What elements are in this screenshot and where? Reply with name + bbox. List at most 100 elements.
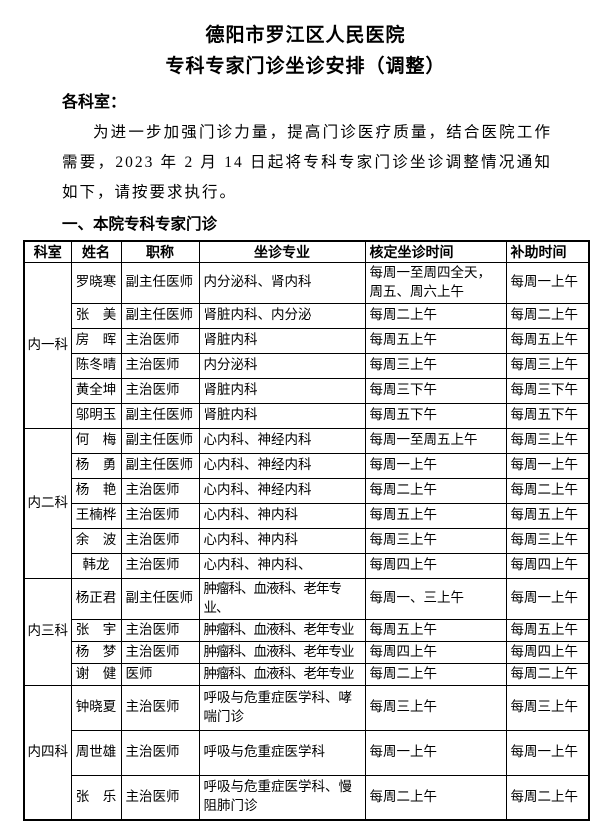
table-row: 内三科 杨正君 副主任医师 肿瘤科、血液科、老年专业、 每周一、三上午 每周一上午 [23,577,590,686]
name-cell: 杨 艳 [70,477,122,504]
time-cell: 每周三上午 [364,684,507,731]
name-cell: 陈冬晴 [70,352,122,379]
time-cell: 每周二上午 [364,662,507,686]
title-cell: 副主任医师 [120,452,200,479]
intro-paragraph: 为进一步加强门诊力量，提高门诊医疗质量，结合医院工作需要，2023 年 2 月 … [62,124,552,201]
table-row: 杨 艳主治医师 心内科、神经内科 每周二上午 每周二上午 [24,477,590,504]
table-row: 张 宇主治医师 肿瘤科、血液科、老年专业 每周五上午 每周五上午 [24,618,590,642]
title-cell: 主治医师 [120,477,200,504]
subsidy-cell: 每周三上午 [505,352,590,379]
time-cell: 每周五下午 [364,402,507,429]
subsidy-cell: 每周二上午 [505,774,590,821]
subsidy-cell: 每周二上午 [505,662,590,686]
subsidy-cell: 每周三上午 [505,427,590,454]
schedule-table: 科室 姓名 职称 坐诊专业 核定坐诊时间 补助时间 内一科 罗晓寒 副主任医师 内分泌科、肾内科… [23,240,590,821]
specialty-cell: 肾脏内科、内分泌 [198,302,366,329]
name-cell: 黄全坤 [70,377,122,404]
specialty-cell: 心内科、神内科、 [198,552,366,579]
specialty-cell: 肿瘤科、血液科、老年专业 [198,640,366,664]
subsidy-cell: 每周四上午 [505,552,590,579]
specialty-cell: 心内科、神内科 [198,502,366,529]
time-cell: 每周一、三上午 [364,577,507,620]
title-cell: 副主任医师 [120,402,200,429]
subsidy-cell: 每周四上午 [505,640,590,664]
doc-subtitle: 专科专家门诊坐诊安排（调整） [165,56,446,77]
table-body: 内一科 罗晓寒 副主任医师 内分泌科、肾内科 每周一至周四全天，周五、周六上午 每周一上午… [23,262,590,821]
column-header: 坐诊专业 [198,240,366,263]
subsidy-cell: 每周三下午 [505,377,590,404]
table-row: 房 晖主治医师 肾脏内科 每周五上午 每周五上午 [24,327,590,354]
name-cell: 张 乐 [70,774,122,821]
name-cell: 罗晓寒 [70,262,122,304]
table-row: 陈冬晴 主治医师 内分泌科 每周三上午 每周三上午 [24,352,590,379]
subsidy-cell: 每周一上午 [505,577,590,620]
intro-block: 各科室： 为进一步加强门诊力量，提高门诊医疗质量，结合医院工作需要，2023 年… [23,91,588,208]
name-cell: 房 晖 [70,327,122,354]
table-row: 张 美副主任医师 肾脏内科、内分泌 每周二上午 每周二上午 [24,302,590,329]
table-row: 杨 勇副主任医师 心内科、神经内科 每周一上午 每周一上午 [24,452,590,479]
table-row: 余 波主治医师 心内科、神内科 每周三上午 每周三上午 [24,527,590,554]
column-header: 核定坐诊时间 [364,240,507,263]
title-cell: 副主任医师 [120,262,200,304]
time-cell: 每周三下午 [364,377,507,404]
specialty-cell: 内分泌科 [198,352,366,379]
time-cell: 每周四上午 [364,640,507,664]
title-cell: 主治医师 [120,527,200,554]
name-cell: 杨 梦 [70,640,122,664]
column-header: 补助时间 [505,240,590,263]
specialty-cell: 肾脏内科 [198,327,366,354]
column-header: 职称 [120,240,200,263]
title-cell: 副主任医师 [120,577,200,620]
subsidy-cell: 每周一上午 [505,262,590,304]
specialty-cell: 肾脏内科 [198,377,366,404]
time-cell: 每周三上午 [364,352,507,379]
subsidy-cell: 每周五下午 [505,402,590,429]
specialty-cell: 肿瘤科、血液科、老年专业、 [198,577,366,620]
time-cell: 每周一至周四全天，周五、周六上午 [364,262,507,304]
table-row: 周世雄 主治医师 呼吸与危重症医学科 每周一上午 每周一上午 [24,729,590,776]
name-cell: 杨 勇 [70,452,122,479]
specialty-cell: 肿瘤科、血液科、老年专业 [198,662,366,686]
table-header-row: 科室 姓名 职称 坐诊专业 核定坐诊时间 补助时间 [23,240,590,263]
name-cell: 韩龙 [70,552,122,579]
title-cell: 主治医师 [120,327,200,354]
time-cell: 每周三上午 [364,527,507,554]
specialty-cell: 呼吸与危重症医学科 [198,729,366,776]
name-cell: 张 美 [70,302,122,329]
dept-cell: 内二科 [23,427,72,579]
title-cell: 主治医师 [120,552,200,579]
name-cell: 余 波 [70,527,122,554]
name-cell: 何 梅 [70,427,122,454]
table-row: 谢 健医师 肿瘤科、血液科、老年专业 每周二上午 每周二上午 [24,662,590,686]
table-row: 内一科 罗晓寒 副主任医师 内分泌科、肾内科 每周一至周四全天，周五、周六上午 每周一上午 [23,262,590,429]
title-cell: 主治医师 [120,640,200,664]
table-row: 张 乐主治医师 呼吸与危重症医学科、慢阻肺门诊 每周二上午 每周二上午 [24,774,590,821]
subsidy-cell: 每周一上午 [505,452,590,479]
time-cell: 每周二上午 [364,477,507,504]
dept-cell: 内三科 [23,577,72,686]
salutation: 各科室： [62,94,127,111]
time-cell: 每周二上午 [364,774,507,821]
name-cell: 钟晓夏 [70,684,122,731]
subsidy-cell: 每周二上午 [505,477,590,504]
title-cell: 副主任医师 [120,302,200,329]
time-cell: 每周五上午 [364,327,507,354]
column-header: 姓名 [70,240,122,263]
subsidy-cell: 每周三上午 [505,684,590,731]
name-cell: 周世雄 [70,729,122,776]
table-row: 内四科 钟晓夏 主治医师 呼吸与危重症医学科、哮喘门诊 每周三上午 每周三上午 [23,684,590,821]
table-row: 杨 梦主治医师 肿瘤科、血液科、老年专业 每周四上午 每周四上午 [24,640,590,664]
table-row: 邬明玉 副主任医师 肾脏内科 每周五下午 每周五下午 [24,402,590,429]
header-row: 科室 姓名 职称 坐诊专业 核定坐诊时间 补助时间 [23,240,590,263]
time-cell: 每周四上午 [364,552,507,579]
dept-cell: 内一科 [23,262,72,429]
table-row: 韩龙 主治医师 心内科、神内科、 每周四上午 每周四上午 [24,552,590,579]
name-cell: 邬明玉 [70,402,122,429]
time-cell: 每周一上午 [364,452,507,479]
name-cell: 杨正君 [70,577,122,620]
specialty-cell: 心内科、神经内科 [198,427,366,454]
title-cell: 主治医师 [120,774,200,821]
title-cell: 主治医师 [120,618,200,642]
section-heading: 一、本院专科专家门诊 [62,216,218,233]
